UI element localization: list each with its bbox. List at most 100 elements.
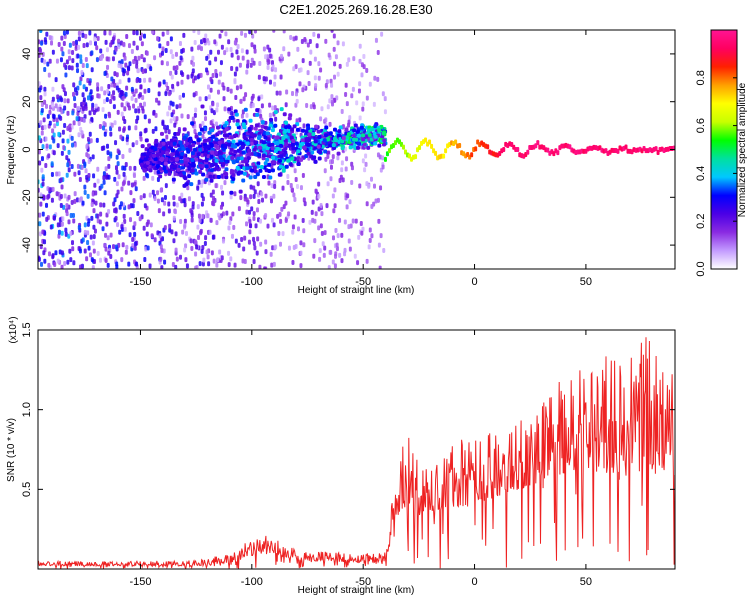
heatmap-cell bbox=[51, 186, 55, 192]
heatmap-cell bbox=[233, 133, 238, 138]
heatmap-cell bbox=[218, 215, 222, 221]
heatmap-cell bbox=[163, 195, 167, 201]
heatmap-cell bbox=[221, 190, 225, 196]
heatmap-cell bbox=[234, 95, 238, 101]
heatmap-cell bbox=[284, 142, 289, 147]
heatmap-cell bbox=[361, 158, 365, 164]
heatmap-cell bbox=[160, 197, 164, 203]
heatmap-cell bbox=[291, 139, 296, 144]
heatmap-cell bbox=[44, 163, 48, 169]
heatmap-cell bbox=[200, 192, 204, 198]
heatmap-cell bbox=[317, 181, 321, 187]
heatmap-cell bbox=[203, 110, 207, 116]
heatmap-cell bbox=[104, 257, 108, 263]
heatmap-cell bbox=[134, 125, 138, 131]
heatmap-cell bbox=[201, 213, 205, 219]
heatmap-cell bbox=[191, 143, 196, 148]
heatmap-cell bbox=[55, 171, 59, 177]
heatmap-cell bbox=[161, 46, 165, 52]
heatmap-cell bbox=[113, 120, 117, 126]
heatmap-cell bbox=[123, 118, 127, 124]
heatmap-cell bbox=[41, 211, 45, 217]
heatmap-cell bbox=[70, 65, 74, 71]
heatmap-cell bbox=[174, 69, 178, 75]
heatmap-cell bbox=[252, 241, 256, 247]
heatmap-cell bbox=[174, 51, 178, 57]
heatmap-cell bbox=[117, 242, 121, 248]
heatmap-cell bbox=[278, 241, 282, 247]
heatmap-cell bbox=[82, 106, 86, 112]
heatmap-cell bbox=[211, 189, 215, 195]
heatmap-cell bbox=[294, 141, 299, 146]
heatmap-cell bbox=[243, 259, 247, 265]
heatmap-cell bbox=[170, 148, 175, 153]
heatmap-cell bbox=[38, 39, 41, 45]
heatmap-cell bbox=[84, 105, 88, 111]
snr-background bbox=[38, 330, 675, 569]
heatmap-cell bbox=[190, 212, 194, 218]
heatmap-cell bbox=[52, 215, 56, 221]
heatmap-cell bbox=[362, 142, 367, 147]
heatmap-cell bbox=[200, 248, 204, 254]
heatmap-cell bbox=[210, 250, 214, 256]
heatmap-cell bbox=[248, 30, 252, 35]
heatmap-cell bbox=[366, 145, 371, 150]
heatmap-cell bbox=[94, 200, 98, 206]
heatmap-cell bbox=[143, 257, 147, 263]
heatmap-cell bbox=[187, 196, 191, 202]
heatmap-cell bbox=[105, 56, 109, 62]
heatmap-cell bbox=[317, 75, 321, 81]
heatmap-cell bbox=[186, 114, 190, 120]
heatmap-cell bbox=[379, 233, 383, 239]
heatmap-cell bbox=[264, 76, 268, 82]
heatmap-cell bbox=[151, 175, 155, 181]
heatmap-cell bbox=[217, 79, 221, 85]
heatmap-cell bbox=[173, 164, 178, 169]
heatmap-cell bbox=[169, 164, 174, 169]
heatmap-cell bbox=[143, 128, 147, 134]
heatmap-cell bbox=[82, 97, 86, 103]
heatmap-cell bbox=[276, 213, 280, 219]
heatmap-cell bbox=[268, 53, 272, 59]
heatmap-cell bbox=[225, 210, 229, 216]
heatmap-cell bbox=[206, 84, 210, 90]
heatmap-cell bbox=[311, 217, 315, 223]
heatmap-cell bbox=[110, 76, 114, 82]
heatmap-cell bbox=[69, 231, 73, 237]
heatmap-cell bbox=[250, 206, 254, 212]
heatmap-cell bbox=[173, 171, 177, 177]
heatmap-cell bbox=[83, 189, 87, 195]
heatmap-cell bbox=[96, 250, 100, 256]
heatmap-cell bbox=[208, 60, 212, 66]
heatmap-cell bbox=[217, 130, 222, 135]
heatmap-cell bbox=[224, 175, 229, 180]
heatmap-cell bbox=[189, 208, 193, 214]
heatmap-cell bbox=[108, 113, 112, 119]
heatmap-cell bbox=[261, 174, 266, 179]
heatmap-cell bbox=[368, 237, 372, 243]
colorbar-ticks: 0.00.20.40.60.8 bbox=[695, 70, 737, 277]
heatmap-cell bbox=[123, 165, 127, 171]
heatmap-cell bbox=[261, 140, 266, 145]
heatmap-cell bbox=[334, 138, 339, 143]
heatmap-cell bbox=[218, 33, 222, 39]
heatmap-cell bbox=[66, 138, 70, 144]
heatmap-cell bbox=[337, 129, 342, 134]
heatmap-cell bbox=[180, 113, 184, 119]
heatmap-cell bbox=[284, 217, 288, 223]
heatmap-cell bbox=[249, 223, 253, 229]
heatmap-cell bbox=[235, 85, 239, 91]
heatmap-cell bbox=[223, 106, 227, 112]
heatmap-cell bbox=[241, 258, 245, 264]
heatmap-cell bbox=[259, 241, 263, 247]
heatmap-cell bbox=[356, 141, 361, 146]
heatmap-cell bbox=[109, 232, 113, 238]
heatmap-cell bbox=[83, 161, 87, 167]
heatmap-cell bbox=[220, 173, 224, 179]
heatmap-cell bbox=[143, 203, 147, 209]
heatmap-cell bbox=[43, 37, 47, 43]
heatmap-cell bbox=[230, 66, 234, 72]
heatmap-cell bbox=[96, 86, 100, 92]
heatmap-cell bbox=[52, 132, 56, 138]
heatmap-cell bbox=[86, 193, 90, 199]
